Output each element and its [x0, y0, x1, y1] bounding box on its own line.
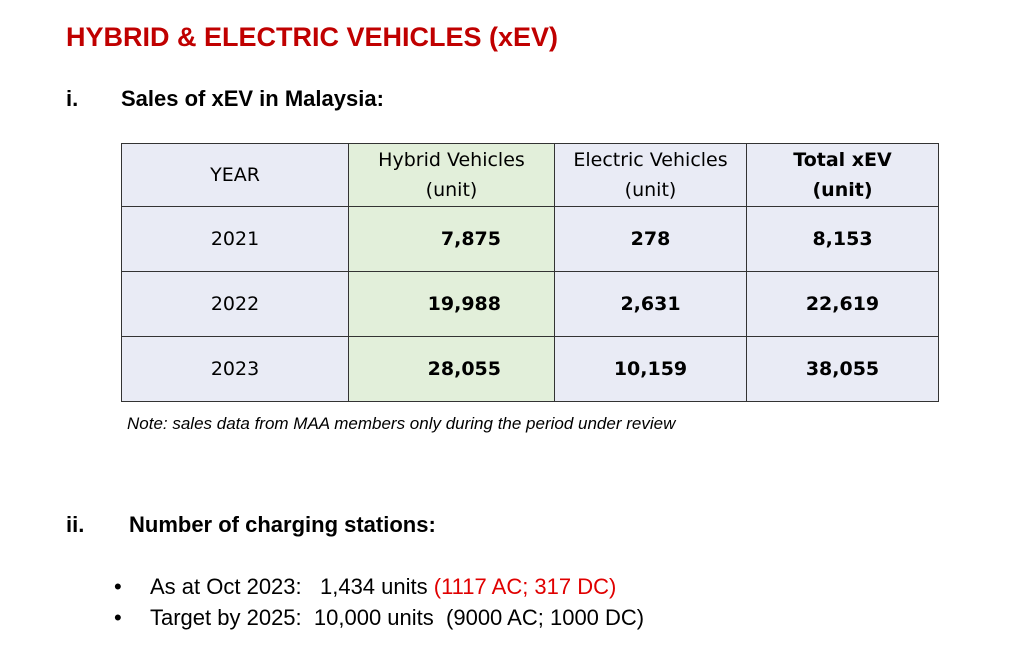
- cell-electric: 10,159: [554, 336, 747, 402]
- list-item: • As at Oct 2023: 1,434 units (1117 AC; 3…: [114, 571, 644, 602]
- header-hybrid: Hybrid Vehicles (unit): [348, 143, 555, 207]
- charging-stations-list: • As at Oct 2023: 1,434 units (1117 AC; 3…: [114, 571, 644, 633]
- sales-table: YEAR Hybrid Vehicles (unit) Electric Veh…: [121, 143, 939, 402]
- cell-total: 38,055: [746, 336, 939, 402]
- header-electric-line2: (unit): [624, 179, 677, 201]
- bullet-value: 10,000 units: [313, 605, 434, 630]
- list-item: • Target by 2025: 10,000 units (9000 AC; …: [114, 602, 644, 633]
- section-2-heading: Number of charging stations:: [129, 512, 436, 537]
- cell-hybrid: 19,988: [348, 271, 555, 337]
- cell-hybrid: 7,875: [348, 206, 555, 272]
- header-year: YEAR: [121, 143, 349, 207]
- table-note: Note: sales data from MAA members only d…: [127, 414, 676, 433]
- cell-year: 2023: [121, 336, 349, 402]
- bullet-value: 1,434 units: [319, 574, 428, 599]
- cell-total: 22,619: [746, 271, 939, 337]
- header-electric: Electric Vehicles (unit): [554, 143, 747, 207]
- table-row: 2021 7,875 278 8,153: [121, 206, 939, 272]
- page-title: HYBRID & ELECTRIC VEHICLES (xEV): [66, 22, 559, 52]
- cell-electric: 2,631: [554, 271, 747, 337]
- section-1-number: i.: [66, 86, 79, 111]
- header-total-line2: (unit): [812, 179, 873, 201]
- cell-year: 2021: [121, 206, 349, 272]
- cell-hybrid: 28,055: [348, 336, 555, 402]
- header-hybrid-line1: Hybrid Vehicles: [378, 149, 525, 171]
- table-header-row: YEAR Hybrid Vehicles (unit) Electric Veh…: [121, 143, 939, 207]
- bullet-label: As at Oct 2023:: [150, 574, 302, 599]
- table-row: 2023 28,055 10,159 38,055: [121, 336, 939, 402]
- bullet-marker: •: [114, 605, 122, 630]
- section-1-heading: Sales of xEV in Malaysia:: [121, 86, 384, 111]
- bullet-marker: •: [114, 574, 122, 599]
- header-total: Total xEV (unit): [746, 143, 939, 207]
- cell-electric: 278: [554, 206, 747, 272]
- bullet-detail: (1117 AC; 317 DC): [433, 574, 617, 599]
- header-hybrid-line2: (unit): [425, 179, 478, 201]
- table-row: 2022 19,988 2,631 22,619: [121, 271, 939, 337]
- header-electric-line1: Electric Vehicles: [573, 149, 728, 171]
- cell-total: 8,153: [746, 206, 939, 272]
- bullet-label: Target by 2025:: [150, 605, 302, 630]
- header-total-line1: Total xEV: [793, 149, 892, 171]
- bullet-detail: (9000 AC; 1000 DC): [446, 605, 645, 630]
- cell-year: 2022: [121, 271, 349, 337]
- section-2-number: ii.: [66, 512, 85, 537]
